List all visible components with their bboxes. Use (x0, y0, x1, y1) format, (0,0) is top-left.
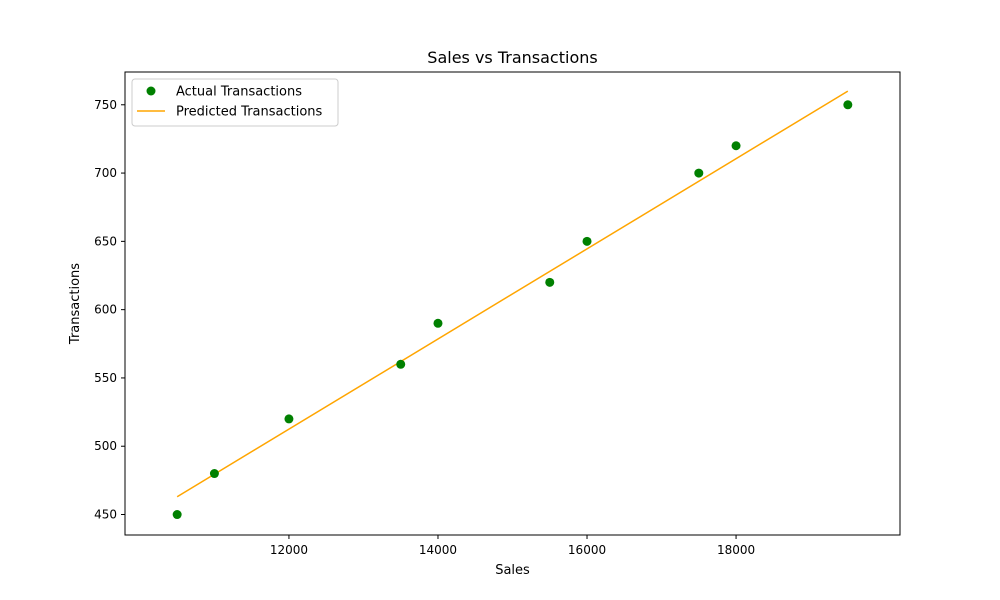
legend: Actual Transactions Predicted Transactio… (131, 78, 339, 127)
y-tick-label: 650 (94, 234, 117, 248)
data-point (694, 168, 704, 178)
legend-marker-actual (146, 86, 156, 96)
data-point (433, 318, 443, 328)
legend-label-predicted: Predicted Transactions (176, 105, 323, 120)
plot-area (172, 90, 853, 520)
legend-box (131, 78, 339, 127)
data-point (582, 236, 592, 246)
data-point (843, 100, 853, 110)
data-point (731, 141, 741, 151)
x-axis-label: Sales (495, 563, 530, 578)
data-point (209, 469, 219, 479)
y-tick-label: 750 (94, 98, 117, 112)
y-tick-label: 550 (94, 371, 117, 385)
data-point (545, 277, 555, 287)
data-point (284, 414, 294, 424)
x-tick-label: 18000 (717, 543, 755, 557)
predicted-line (176, 90, 849, 498)
y-tick-label: 700 (94, 166, 117, 180)
y-tick-label: 450 (94, 508, 117, 522)
x-tick-label: 14000 (419, 543, 457, 557)
x-tick-label: 12000 (270, 543, 308, 557)
chart-title: Sales vs Transactions (427, 48, 597, 67)
y-axis-label: Transactions (68, 263, 83, 345)
x-axis: 12000 14000 16000 18000 (270, 535, 755, 557)
y-axis: 450 500 550 600 650 700 750 (94, 98, 125, 522)
y-tick-label: 500 (94, 439, 117, 453)
data-point (396, 359, 406, 369)
plot-frame (124, 71, 901, 536)
legend-label-actual: Actual Transactions (176, 85, 302, 100)
x-tick-label: 16000 (568, 543, 606, 557)
series-layer (172, 90, 853, 520)
data-point (172, 510, 182, 520)
y-tick-label: 600 (94, 303, 117, 317)
